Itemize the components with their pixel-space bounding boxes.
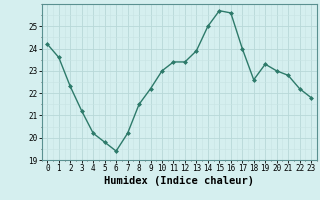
X-axis label: Humidex (Indice chaleur): Humidex (Indice chaleur) [104,176,254,186]
